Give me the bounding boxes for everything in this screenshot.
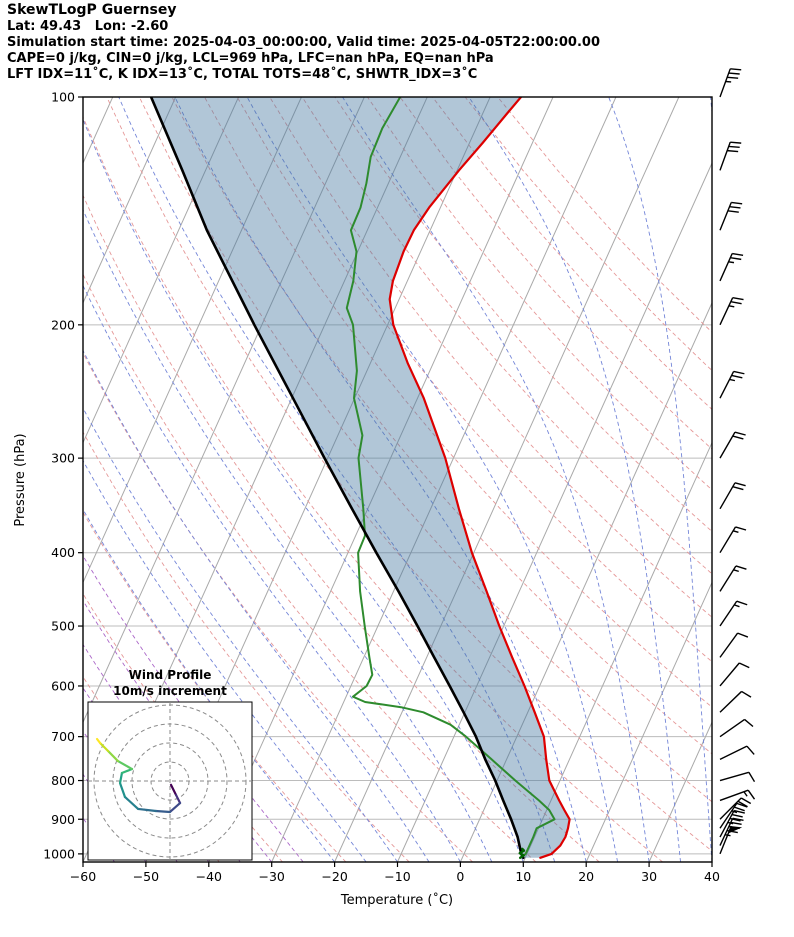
- figure-title: SkewTLogP Guernsey: [7, 2, 177, 18]
- svg-text:−50: −50: [133, 869, 159, 884]
- stability-line-index: LFT IDX=11˚C, K IDX=13˚C, TOTAL TOTS=48˚…: [7, 66, 478, 82]
- svg-text:−40: −40: [196, 869, 222, 884]
- svg-text:−10: −10: [384, 869, 410, 884]
- header-block: SkewTLogP Guernsey Lat: 49.43 Lon: -2.60…: [7, 2, 600, 83]
- sim-time-line: Simulation start time: 2025-04-03_00:00:…: [7, 34, 600, 50]
- svg-text:200: 200: [51, 317, 75, 332]
- svg-text:−20: −20: [321, 869, 347, 884]
- svg-text:600: 600: [51, 678, 75, 693]
- svg-text:20: 20: [578, 869, 594, 884]
- svg-text:−60: −60: [70, 869, 96, 884]
- stability-line-cape: CAPE=0 j/kg, CIN=0 j/kg, LCL=969 hPa, LF…: [7, 50, 494, 66]
- hodograph-inset: [87, 701, 253, 861]
- lat-lon-line: Lat: 49.43 Lon: -2.60: [7, 18, 169, 34]
- svg-text:10: 10: [515, 869, 531, 884]
- wind-barb-column: [719, 68, 756, 855]
- svg-text:300: 300: [51, 451, 75, 466]
- svg-text:−30: −30: [259, 869, 285, 884]
- svg-text:500: 500: [51, 619, 75, 634]
- svg-text:100: 100: [51, 90, 75, 105]
- svg-text:1000: 1000: [43, 846, 75, 861]
- svg-text:0: 0: [456, 869, 464, 884]
- hodograph-subtitle: 10m/s increment: [113, 684, 227, 698]
- sounding-curves: [149, 97, 571, 860]
- x-axis-title: Temperature (˚C): [340, 892, 453, 908]
- svg-text:400: 400: [51, 545, 75, 560]
- svg-text:700: 700: [51, 729, 75, 744]
- svg-text:30: 30: [641, 869, 657, 884]
- svg-text:900: 900: [51, 812, 75, 827]
- svg-text:800: 800: [51, 773, 75, 788]
- y-axis-title: Pressure (hPa): [13, 433, 28, 526]
- svg-text:40: 40: [704, 869, 720, 884]
- hodograph-title: Wind Profile: [129, 668, 212, 682]
